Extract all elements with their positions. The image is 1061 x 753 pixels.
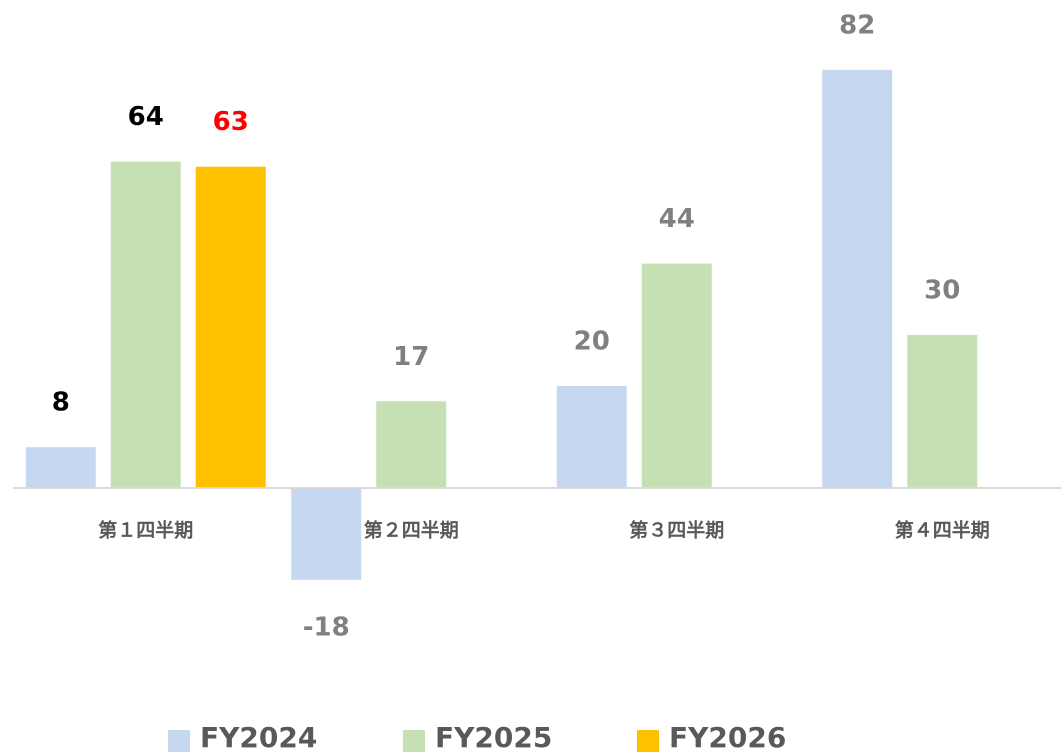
bar — [556, 386, 627, 488]
data-label: 30 — [924, 276, 960, 306]
x-tick-label: 第１四半期 — [98, 519, 193, 542]
legend-swatch — [637, 730, 659, 752]
bar — [195, 166, 266, 488]
data-label: 64 — [128, 102, 164, 132]
x-tick-label: 第４四半期 — [895, 519, 990, 542]
bar — [641, 263, 712, 488]
legend-label: FY2025 — [435, 721, 552, 753]
data-label: 8 — [52, 388, 70, 418]
data-label: 20 — [574, 327, 610, 357]
legend-label: FY2024 — [200, 721, 317, 753]
data-label: 82 — [839, 10, 875, 40]
bar — [822, 69, 893, 489]
legend-swatch — [168, 730, 190, 752]
bar — [907, 335, 978, 488]
data-label: 44 — [659, 204, 695, 234]
legend-label: FY2026 — [669, 721, 786, 753]
bar — [291, 488, 362, 580]
data-label: 17 — [393, 342, 429, 372]
bar — [110, 161, 181, 488]
x-tick-label: 第２四半期 — [364, 519, 459, 542]
x-tick-label: 第３四半期 — [629, 519, 724, 542]
bar — [25, 447, 96, 488]
bar — [376, 401, 447, 488]
data-label: 63 — [213, 107, 249, 137]
data-label: -18 — [303, 612, 350, 642]
legend-swatch — [403, 730, 425, 752]
